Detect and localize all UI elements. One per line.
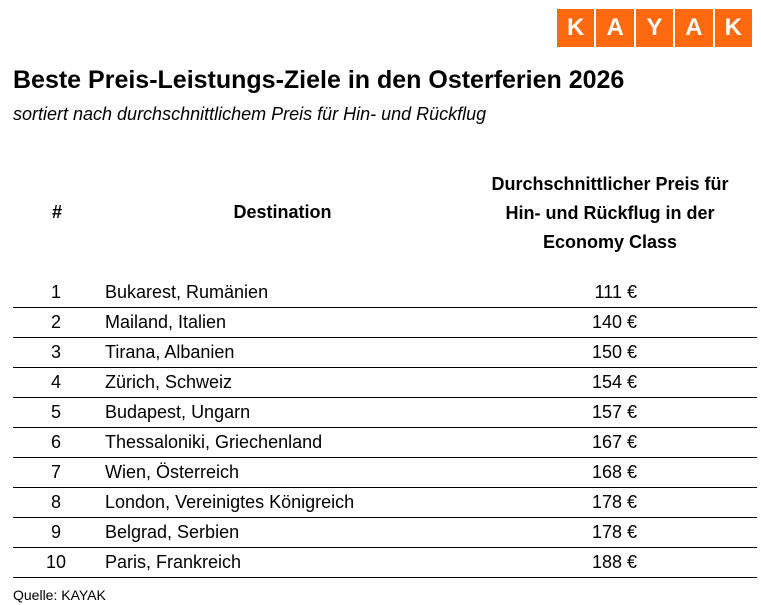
price-cell: 140 €	[591, 312, 637, 332]
logo-letter: A	[675, 9, 713, 47]
rank-cell: 7	[50, 462, 61, 482]
logo-letter: Y	[635, 9, 674, 47]
rank-cell: 3	[50, 342, 61, 362]
price-cell: 178 €	[591, 492, 637, 512]
logo-letter: K	[557, 9, 595, 47]
column-header-price-line: Economy Class	[542, 232, 678, 252]
logo-letter: A	[596, 9, 634, 47]
table-row: 1 Bukarest, Rumänien 111 €	[13, 278, 757, 308]
destination-cell: Budapest, Ungarn	[105, 402, 251, 422]
price-cell: 167 €	[591, 432, 637, 452]
column-header-rank: #	[51, 202, 62, 222]
price-cell: 154 €	[591, 372, 637, 392]
table-row: 3 Tirana, Albanien 150 €	[13, 338, 757, 368]
rank-cell: 8	[50, 492, 61, 512]
destination-cell: Mailand, Italien	[105, 312, 227, 332]
source-note: Quelle: KAYAK	[13, 587, 106, 603]
price-cell: 150 €	[591, 342, 637, 362]
rank-cell: 2	[50, 312, 61, 332]
destination-cell: Belgrad, Serbien	[105, 522, 240, 542]
chart-title: Beste Preis-Leistungs-Ziele in den Oster…	[13, 66, 625, 94]
table-row: 8 London, Vereinigtes Königreich 178 €	[13, 488, 757, 518]
rank-cell: 9	[50, 522, 61, 542]
price-cell: 178 €	[591, 522, 637, 542]
destination-cell: London, Vereinigtes Königreich	[105, 492, 355, 512]
destination-cell: Wien, Österreich	[105, 462, 240, 482]
table-row: 9 Belgrad, Serbien 178 €	[13, 518, 757, 548]
price-cell: 168 €	[591, 462, 637, 482]
price-cell: 111 €	[594, 282, 637, 302]
price-cell: 188 €	[591, 552, 637, 572]
chart-subtitle: sortiert nach durchschnittlichem Preis f…	[13, 104, 487, 124]
table-row: 5 Budapest, Ungarn 157 €	[13, 398, 757, 428]
table-row: 7 Wien, Österreich 168 €	[13, 458, 757, 488]
table-row: 2 Mailand, Italien 140 €	[13, 308, 757, 338]
table-row: 4 Zürich, Schweiz 154 €	[13, 368, 757, 398]
price-cell: 157 €	[591, 402, 637, 422]
column-header-destination: Destination	[233, 202, 332, 222]
rank-cell: 5	[50, 402, 61, 422]
rank-cell: 4	[50, 372, 61, 392]
destination-cell: Bukarest, Rumänien	[105, 282, 269, 302]
column-header-price: Durchschnittlicher Preis für Hin- und Rü…	[450, 170, 761, 257]
ranking-table: 1 Bukarest, Rumänien 111 € 2 Mailand, Italie…	[13, 278, 757, 578]
rank-cell: 1	[50, 282, 61, 302]
destination-cell: Tirana, Albanien	[105, 342, 235, 362]
kayak-logo: K A Y A K	[557, 9, 753, 47]
rank-cell: 10	[45, 552, 67, 572]
destination-cell: Paris, Frankreich	[105, 552, 242, 572]
table-row: 10 Paris, Frankreich 188 €	[13, 548, 757, 578]
rank-cell: 6	[50, 432, 61, 452]
column-header-price-line: Durchschnittlicher Preis für	[491, 174, 729, 194]
column-header-price-line: Hin- und Rückflug in der	[505, 203, 715, 223]
destination-cell: Thessaloniki, Griechenland	[105, 432, 323, 452]
logo-letter: K	[714, 9, 753, 47]
destination-cell: Zürich, Schweiz	[105, 372, 233, 392]
table-row: 6 Thessaloniki, Griechenland 167 €	[13, 428, 757, 458]
